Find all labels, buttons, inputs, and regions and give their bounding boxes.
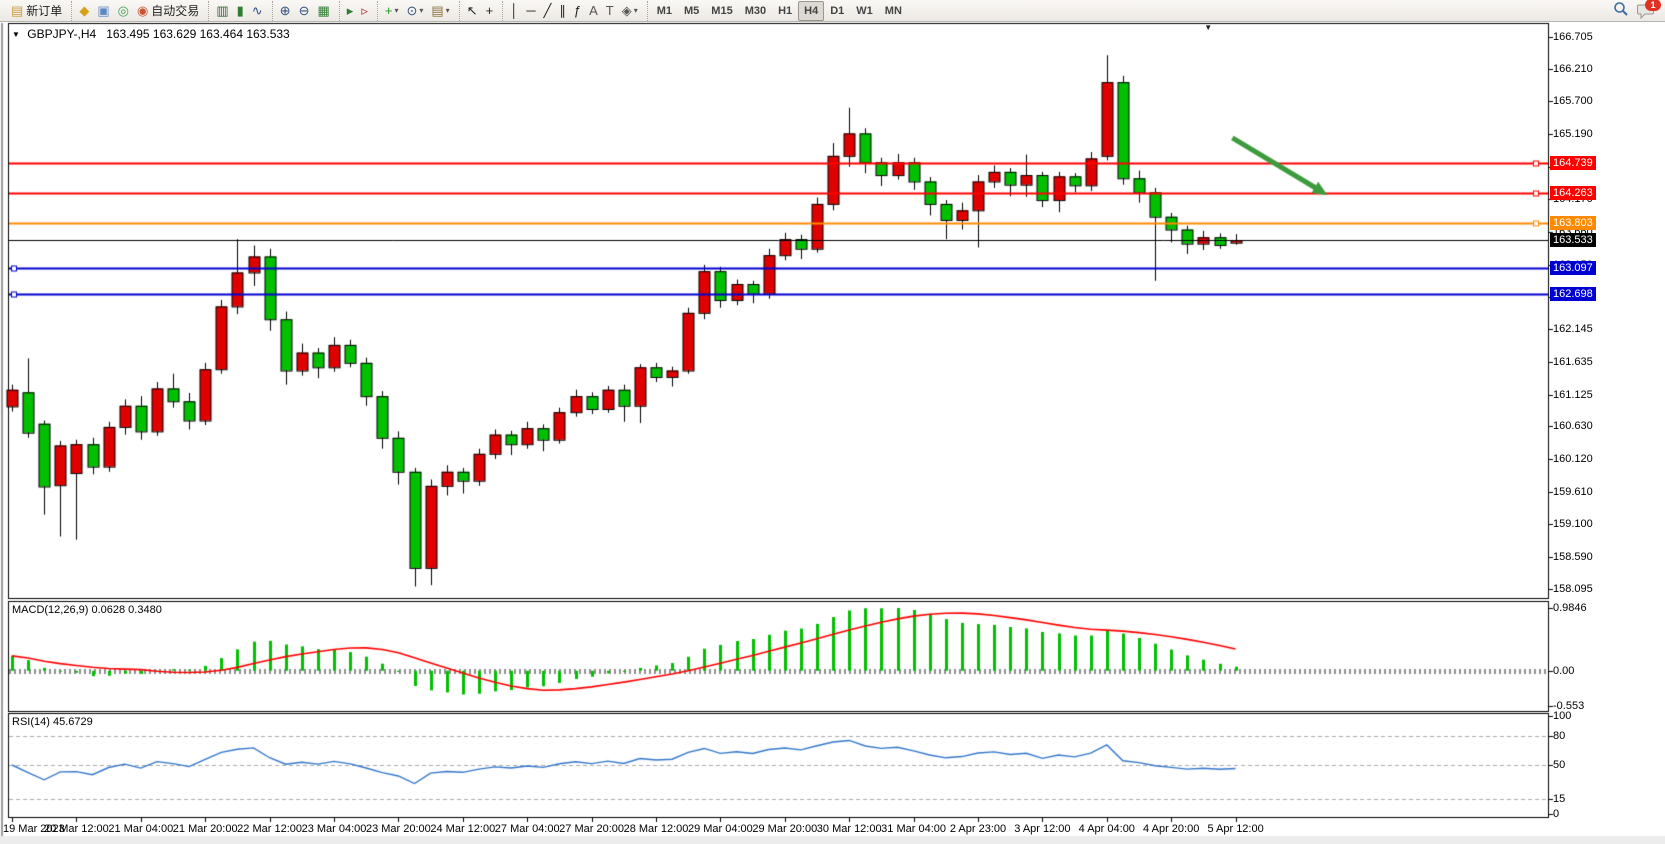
toolbar-right: 1	[1613, 0, 1661, 20]
bar-chart-button[interactable]: ▥	[212, 1, 232, 21]
tf-m30-button[interactable]: M30	[744, 4, 767, 17]
toolbar-group: ⊕ ⊖ ▦	[271, 0, 337, 21]
vertical-line-button[interactable]: │	[506, 1, 522, 21]
crosshair-button[interactable]: +	[482, 1, 498, 21]
arrows-icon: ◈	[621, 2, 632, 18]
autotrading-button[interactable]: ◉ 自动交易	[133, 1, 203, 21]
toolbar: ▤ 新订单 ◆ ▣ ◎ ◉ 自动交易 ▥ ▮ ∿ ⊕ ⊖ ▦ ▸ ▹ + ▾ ⊙ ▾ ▤ ▾ ↖ + │ ─ ╱ ∥ ƒ A T ◈ ▾ M1 M…	[0, 0, 1665, 22]
chart-symbol-period: GBPJPY-,H4	[27, 27, 97, 41]
autotrading-icon: ◉	[136, 2, 149, 18]
crosshair-icon: +	[485, 2, 494, 18]
notification-badge: 1	[1645, 0, 1661, 11]
chart-title: ▼ GBPJPY-,H4 163.495 163.629 163.464 163…	[12, 27, 290, 41]
chart-shift-button[interactable]: ▹	[357, 1, 372, 21]
tf-m15-button[interactable]: M15	[711, 4, 733, 17]
cursor-button[interactable]: ↖	[463, 1, 482, 21]
zoom-out-button[interactable]: ⊖	[295, 1, 314, 21]
toolbar-group: + ▾ ⊙ ▾ ▤ ▾	[376, 0, 457, 21]
trendline-icon: ╱	[543, 2, 552, 18]
dropdown-arrow-icon: ▾	[633, 6, 638, 15]
indicators-button[interactable]: + ▾	[381, 1, 403, 21]
dropdown-arrow-icon: ▾	[394, 6, 399, 15]
indicators-icon: +	[384, 2, 393, 18]
fibonacci-icon: ƒ	[573, 2, 582, 18]
chart-dropdown-icon[interactable]: ▼	[12, 30, 20, 39]
tf-m5-button[interactable]: M5	[684, 4, 700, 17]
market-signal-button[interactable]: ◎	[114, 1, 133, 21]
new-order-button[interactable]: ▤ 新订单	[7, 1, 66, 21]
tf-d1-button[interactable]: D1	[830, 4, 845, 17]
market-signal-icon: ◎	[117, 2, 129, 18]
toolbar-group: ◆ ▣ ◎ ◉ 自动交易	[71, 0, 206, 21]
zoom-in-button[interactable]: ⊕	[276, 1, 295, 21]
candlestick-chart-button[interactable]: ▮	[233, 1, 248, 21]
vertical-line-icon: │	[510, 2, 519, 18]
chart-ohlc-values: 163.495 163.629 163.464 163.533	[106, 27, 290, 41]
toolbar-group: ▤ 新订单	[4, 1, 69, 21]
equidistant-channel-button[interactable]: ∥	[555, 1, 570, 21]
chart-window-button[interactable]: ◆	[75, 1, 93, 21]
line-chart-icon: ∿	[251, 2, 263, 18]
rsi-indicator-label: RSI(14) 45.6729	[12, 716, 93, 728]
tf-w1-button[interactable]: W1	[856, 4, 873, 17]
tile-windows-button[interactable]: ▦	[313, 1, 333, 21]
chart-shift-marker-icon: ▼	[1204, 23, 1213, 32]
new-order-button-label: 新订单	[26, 4, 63, 18]
periods-button[interactable]: ⊙ ▾	[402, 1, 427, 21]
cursor-icon: ↖	[466, 2, 478, 18]
tf-h4-button[interactable]: H4	[798, 0, 825, 21]
tf-h1-button[interactable]: H1	[778, 4, 793, 17]
text-icon: A	[589, 2, 598, 18]
trendline-button[interactable]: ╱	[540, 1, 556, 21]
auto-scroll-button[interactable]: ▸	[343, 1, 358, 21]
tile-windows-icon: ▦	[317, 2, 330, 18]
text-label-icon: T	[605, 2, 614, 18]
profiles-icon: ▣	[97, 2, 110, 18]
templates-button[interactable]: ▤ ▾	[427, 1, 453, 21]
fibonacci-button[interactable]: ƒ	[570, 1, 585, 21]
text-label-button[interactable]: T	[602, 1, 618, 21]
dropdown-arrow-icon: ▾	[445, 6, 450, 15]
line-chart-button[interactable]: ∿	[248, 1, 267, 21]
chat-icon[interactable]: 1	[1637, 0, 1661, 19]
tf-m1-button[interactable]: M1	[656, 4, 673, 17]
templates-icon: ▤	[431, 2, 444, 18]
text-button[interactable]: A	[585, 1, 602, 21]
auto-scroll-icon: ▸	[346, 2, 354, 18]
tf-mn-button[interactable]: MN	[884, 4, 902, 17]
bar-chart-icon: ▥	[216, 2, 229, 18]
candlestick-chart-icon: ▮	[236, 2, 244, 18]
profiles-button[interactable]: ▣	[93, 1, 113, 21]
dropdown-arrow-icon: ▾	[419, 6, 424, 15]
zoom-out-icon: ⊖	[298, 2, 310, 18]
chart-window-icon: ◆	[79, 2, 90, 18]
equidistant-channel-icon: ∥	[559, 2, 566, 18]
arrows-button[interactable]: ◈ ▾	[618, 1, 642, 21]
horizontal-line-icon: ─	[526, 2, 536, 18]
toolbar-group: ▥ ▮ ∿	[208, 0, 269, 21]
new-order-icon: ▤	[11, 2, 24, 18]
macd-indicator-label: MACD(12,26,9) 0.0628 0.3480	[12, 604, 162, 616]
toolbar-group: ↖ +	[458, 0, 501, 21]
periods-icon: ⊙	[406, 2, 418, 18]
toolbar-group: │ ─ ╱ ∥ ƒ A T ◈ ▾	[502, 0, 645, 21]
chart-shift-icon: ▹	[361, 2, 368, 18]
toolbar-group: M1 M5 M15 M30 H1 H4 D1 W1 MN	[646, 0, 911, 21]
autotrading-button-label: 自动交易	[151, 4, 200, 18]
horizontal-line-button[interactable]: ─	[522, 1, 539, 21]
toolbar-group: ▸ ▹	[338, 0, 375, 21]
zoom-in-icon: ⊕	[279, 2, 291, 18]
search-icon[interactable]	[1613, 1, 1629, 20]
